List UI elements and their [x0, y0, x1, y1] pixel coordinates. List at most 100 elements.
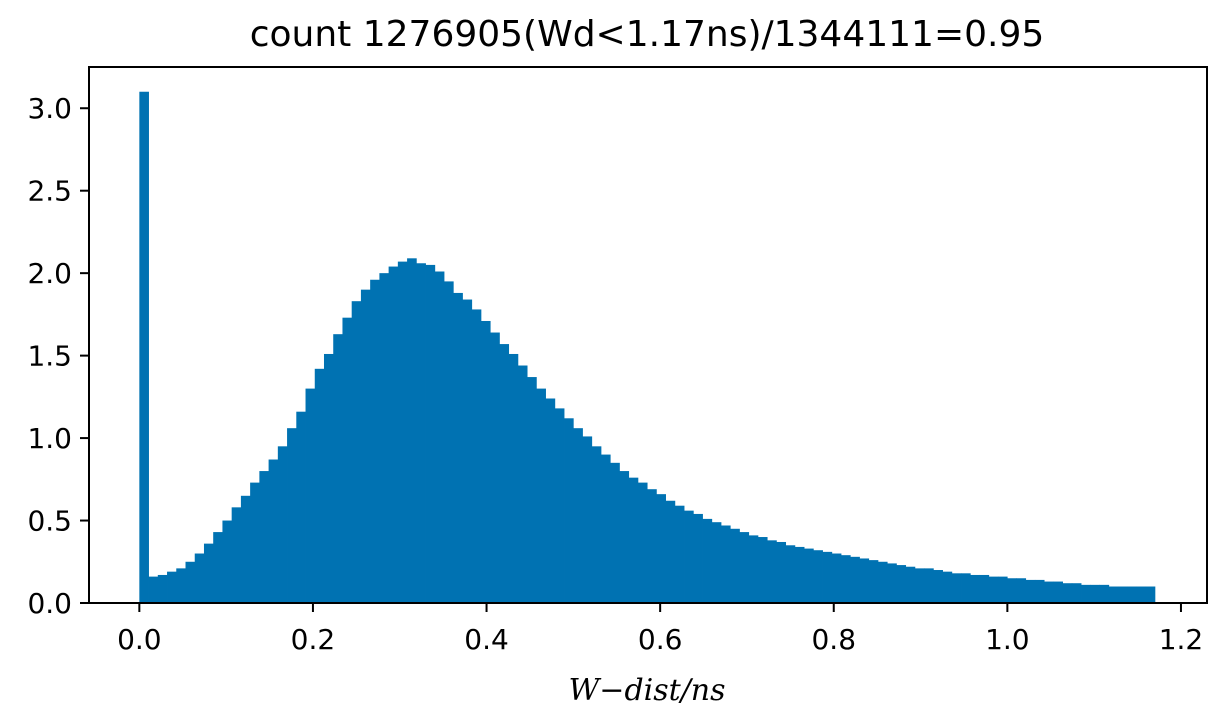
histogram-bar — [536, 388, 546, 603]
histogram-bar — [360, 289, 371, 603]
histogram-bar — [305, 388, 316, 603]
histogram-bar — [1090, 584, 1100, 603]
histogram-bar — [1081, 584, 1091, 603]
histogram-bar — [379, 273, 390, 603]
histogram-bar — [1034, 579, 1045, 603]
histogram-bar — [453, 292, 463, 603]
y-tick-label: 1.0 — [27, 422, 72, 455]
histogram-bar — [370, 279, 380, 603]
histogram-bar — [397, 261, 408, 603]
histogram-bar — [868, 560, 879, 603]
histogram-bar — [434, 271, 445, 603]
histogram-bar — [517, 365, 528, 603]
histogram-bar — [259, 471, 269, 603]
histogram-bar — [693, 513, 703, 603]
histogram-bar — [850, 556, 860, 603]
histogram-bar — [997, 576, 1008, 603]
histogram-bar — [351, 301, 362, 603]
histogram-bar — [665, 500, 676, 603]
histogram-bar — [407, 258, 417, 603]
histogram-bar — [637, 482, 648, 603]
histogram-bar — [600, 454, 611, 603]
histogram-bar — [277, 446, 288, 603]
y-tick-label: 2.5 — [27, 175, 72, 208]
histogram-bar — [185, 561, 196, 603]
plot-frame — [88, 66, 1208, 604]
histogram-bar — [157, 574, 168, 603]
x-axis-label: W−dist/ns — [568, 673, 725, 708]
histogram-bar — [388, 266, 399, 603]
histogram-bar — [564, 418, 574, 603]
y-axis-ticks: 0.0 0.5 1.0 1.5 2.0 2.5 3.0 — [27, 92, 89, 620]
histogram-bar — [591, 446, 602, 603]
histogram-bar — [804, 548, 814, 603]
histogram-bar — [554, 408, 565, 603]
histogram-bar — [767, 540, 777, 603]
histogram-bar — [176, 568, 186, 603]
histogram-bar — [757, 537, 768, 603]
histogram-bar — [148, 576, 159, 603]
histogram-bar — [1044, 581, 1054, 603]
histogram-bar — [647, 489, 657, 603]
histogram-bar — [333, 334, 343, 603]
y-tick-label: 3.0 — [27, 92, 72, 125]
histogram-bar — [896, 565, 907, 603]
histogram-bar — [1117, 586, 1128, 603]
histogram-bar — [702, 518, 713, 603]
histogram-bar — [1136, 586, 1147, 603]
histogram-bar — [822, 551, 833, 603]
histogram-bar — [1062, 583, 1073, 603]
histogram-bar — [527, 377, 537, 603]
histogram-bar — [1025, 579, 1036, 603]
histogram-bar — [859, 558, 870, 603]
histogram-bar — [748, 535, 759, 603]
histogram-bar — [499, 344, 510, 603]
histogram-bar — [720, 525, 731, 603]
x-tick-label: 0.4 — [464, 623, 509, 656]
histogram-bar — [711, 522, 722, 603]
histogram-bar — [831, 553, 842, 603]
x-tick-label: 1.2 — [1159, 623, 1204, 656]
histogram-bar — [785, 545, 796, 603]
y-tick-label: 1.5 — [27, 340, 72, 373]
x-tick-label: 0.6 — [638, 623, 683, 656]
histogram-bar — [194, 553, 205, 603]
histogram-bar — [1108, 586, 1119, 603]
histogram-bar — [914, 568, 925, 603]
histogram-bar — [877, 561, 888, 603]
histogram-bar — [619, 471, 630, 603]
histogram-bar — [628, 477, 639, 603]
histogram-bar — [841, 555, 851, 603]
histogram-bar — [1127, 586, 1137, 603]
histogram-bar — [1007, 578, 1017, 603]
histogram-bar — [905, 566, 916, 603]
histogram-bar — [970, 574, 980, 603]
histogram-bar — [979, 574, 990, 603]
x-tick-label: 0.0 — [117, 623, 162, 656]
x-tick-label: 1.0 — [985, 623, 1030, 656]
histogram-bar — [674, 505, 685, 603]
histogram-bar — [462, 299, 473, 603]
histogram-bar — [933, 570, 943, 603]
histogram-bar — [268, 459, 279, 603]
histogram-bar — [296, 411, 306, 603]
y-tick-label: 0.0 — [27, 587, 72, 620]
histogram-bar — [471, 309, 482, 603]
histogram-bar — [203, 543, 214, 603]
histogram-bar — [942, 571, 953, 603]
histogram-bar — [684, 510, 694, 603]
histogram-bar — [167, 571, 177, 603]
histogram-bar — [444, 281, 454, 603]
y-tick-label: 2.0 — [27, 257, 72, 290]
histogram-bar — [314, 368, 325, 603]
histogram-bar — [416, 263, 426, 603]
histogram-bar — [610, 462, 620, 603]
histogram-bar — [573, 428, 583, 603]
histogram-bar — [508, 353, 519, 603]
x-tick-label: 0.2 — [291, 623, 336, 656]
histogram-bar — [887, 563, 897, 603]
histogram-bar — [545, 398, 556, 603]
histogram-bar — [425, 264, 436, 603]
x-tick-label: 0.8 — [811, 623, 856, 656]
